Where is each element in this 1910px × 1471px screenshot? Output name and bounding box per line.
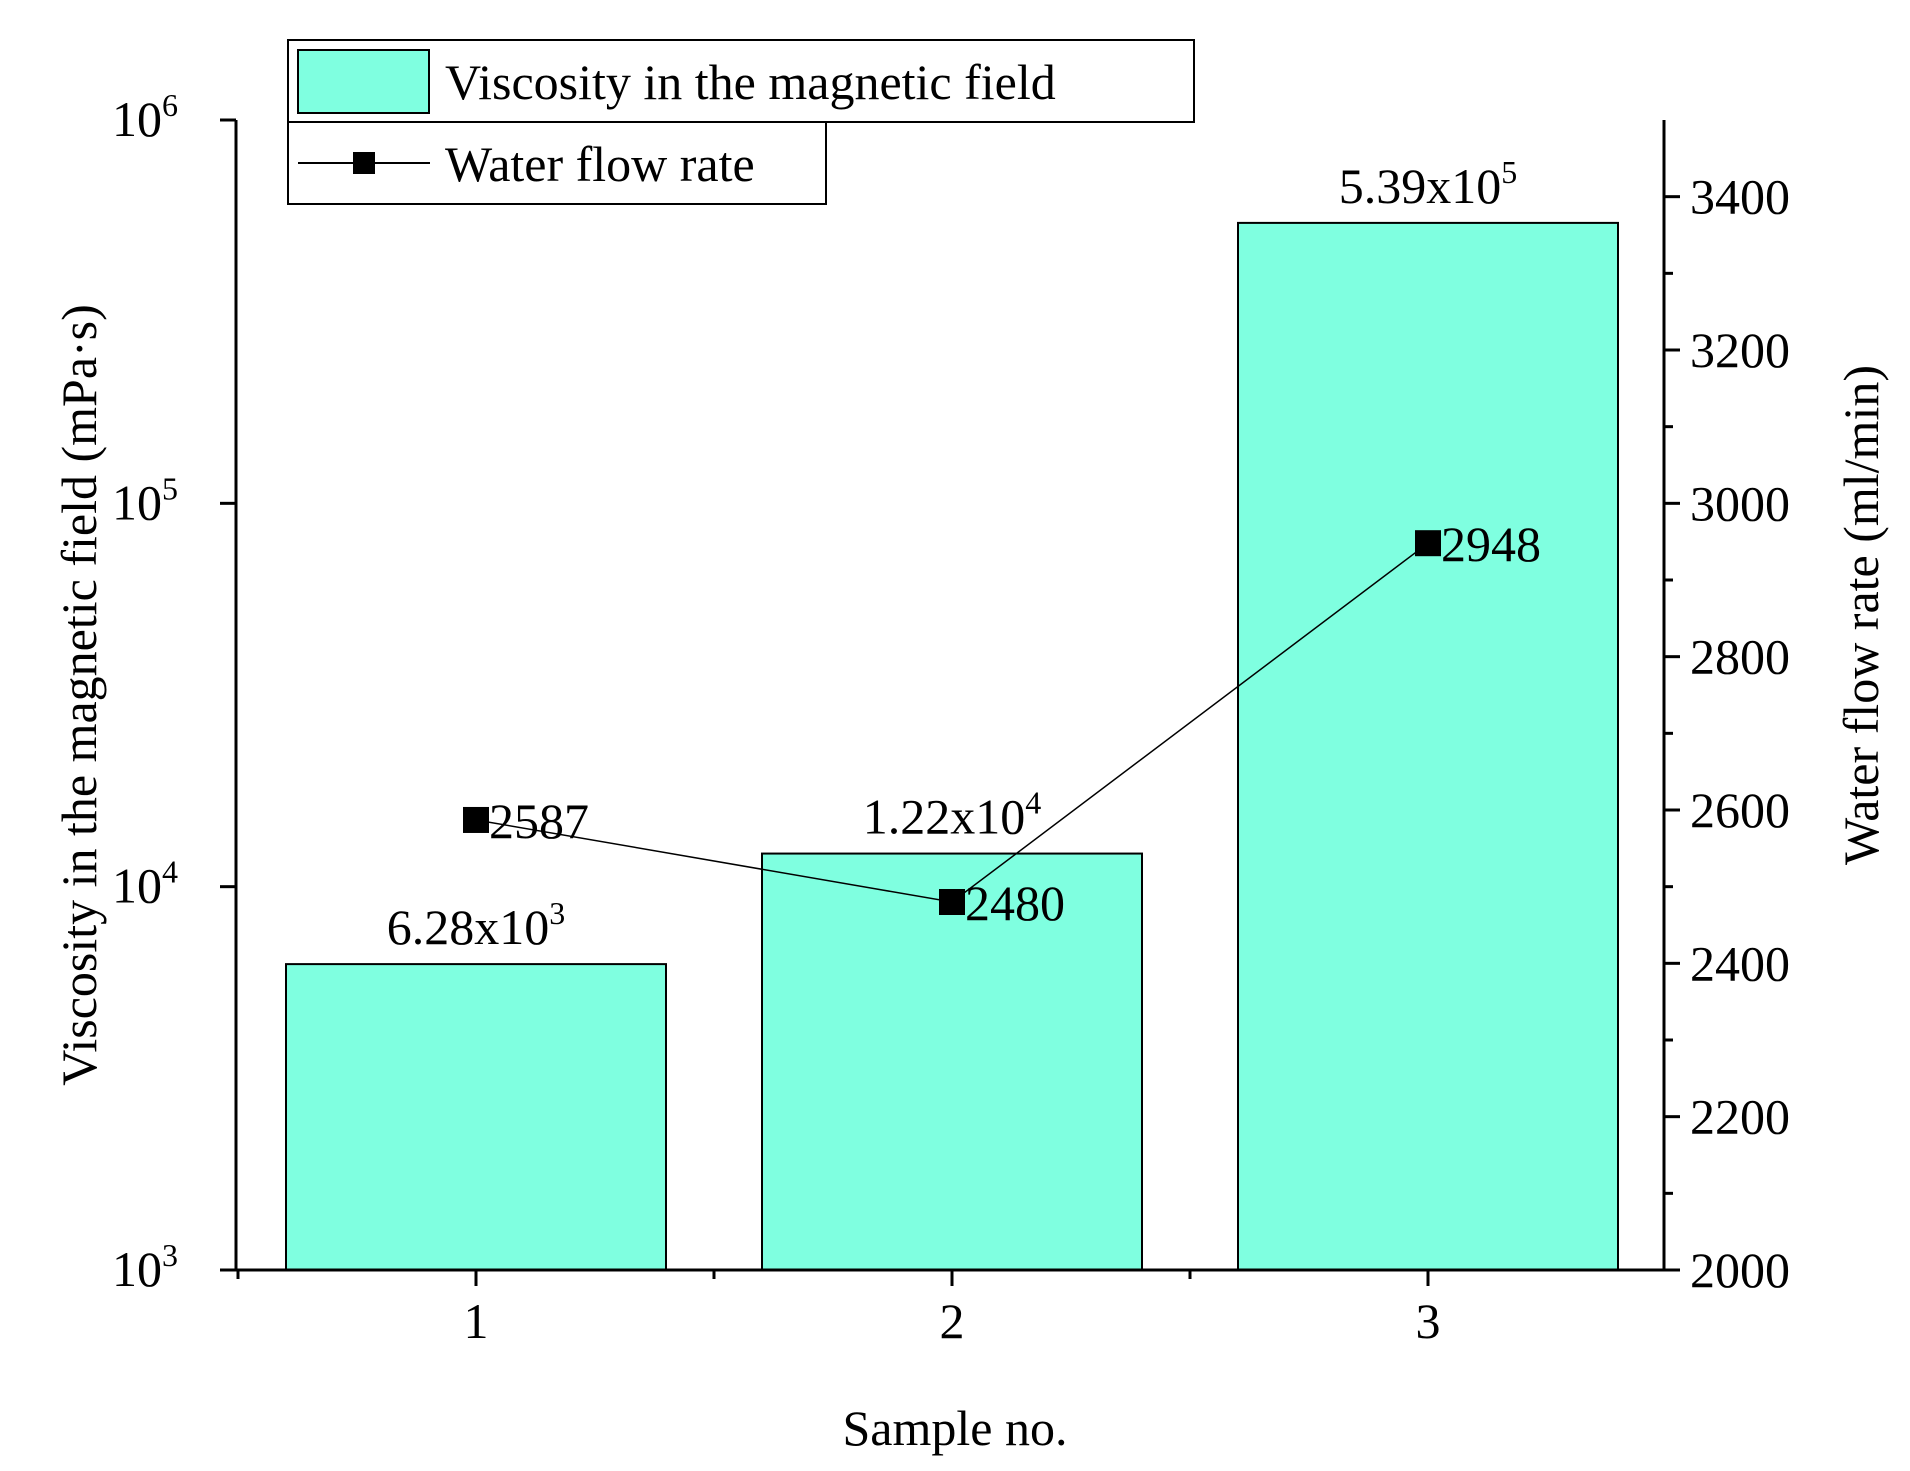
y-right-axis-title: Water flow rate (ml/min)	[1833, 365, 1889, 865]
bar-value-label: 1.22x104	[863, 785, 1042, 845]
y-right-tick-label: 2600	[1690, 782, 1790, 838]
water-flow-marker	[939, 889, 965, 915]
bar-value-label: 5.39x105	[1339, 154, 1518, 214]
water-flow-value-label: 2587	[489, 793, 589, 849]
y-left-tick-label: 106	[112, 87, 178, 147]
y-left-tick-label: 105	[112, 470, 178, 530]
bar-value-label: 6.28x103	[387, 895, 566, 955]
y-right-tick-label: 3400	[1690, 169, 1790, 225]
bar-3	[1237, 221, 1619, 1271]
y-left-axis-title: Viscosity in the magnetic field (mPa·s)	[51, 304, 107, 1086]
water-flow-value-label: 2948	[1441, 516, 1541, 572]
legend: Viscosity in the magnetic field Water fl…	[287, 39, 1195, 205]
water-flow-marker	[463, 806, 489, 833]
bar-1	[285, 963, 667, 1271]
legend-line-label: Water flow rate	[445, 136, 755, 192]
y-right-tick-label: 2000	[1690, 1242, 1790, 1298]
water-flow-marker	[1415, 530, 1441, 557]
y-right-tick-label: 2200	[1690, 1089, 1790, 1145]
x-tick-label: 3	[1416, 1293, 1441, 1349]
line-layer	[463, 530, 1441, 915]
x-axis-title: Sample no.	[843, 1400, 1068, 1456]
x-tick-label: 1	[464, 1293, 489, 1349]
water-flow-value-label: 2480	[965, 875, 1065, 931]
bars-layer	[285, 221, 1619, 1271]
y-right-tick-label: 2800	[1690, 629, 1790, 685]
bar-2	[761, 852, 1143, 1271]
x-tick-label: 2	[940, 1293, 965, 1349]
y-left-tick-label: 103	[112, 1237, 178, 1297]
labels-layer: 6.28x103 1.22x104 5.39x105 2587 2480 2948 103 1…	[112, 87, 1790, 1349]
y-right-tick-label: 3200	[1690, 322, 1790, 378]
axes-layer	[220, 118, 1680, 1286]
legend-bar-label: Viscosity in the magnetic field	[445, 54, 1056, 110]
legend-line-marker	[353, 152, 375, 174]
legend-bar-swatch	[297, 49, 430, 114]
legend-bar-box	[287, 39, 1195, 123]
y-right-tick-label: 3000	[1690, 475, 1790, 531]
y-right-tick-label: 2400	[1690, 935, 1790, 991]
y-left-tick-label: 104	[112, 854, 178, 914]
